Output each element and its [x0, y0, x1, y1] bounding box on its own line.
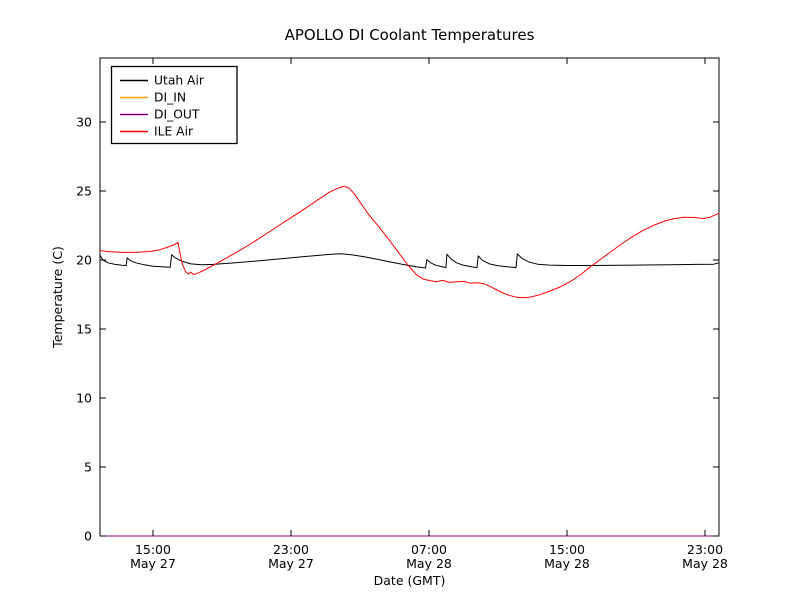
legend-item-label: DI_IN — [154, 91, 186, 105]
legend: Utah Air DI_IN DI_OUT ILE Air — [110, 65, 238, 145]
legend-item-di-out: DI_OUT — [120, 108, 200, 122]
chart-title: APOLLO DI Coolant Temperatures — [285, 26, 535, 44]
series-group — [99, 186, 720, 537]
x-tick-label-date: May 28 — [544, 556, 590, 571]
y-tick-label: 25 — [76, 183, 92, 198]
legend-item-label: ILE Air — [154, 125, 194, 139]
legend-item-label: Utah Air — [154, 74, 205, 88]
x-tick-label-date: May 27 — [268, 556, 314, 571]
x-tick-label-time: 23:00 — [273, 542, 309, 557]
y-tick-label: 10 — [76, 390, 92, 405]
y-tick-label: 20 — [76, 252, 92, 267]
x-tick-label-date: May 28 — [406, 556, 452, 571]
x-axis-label: Date (GMT) — [374, 573, 446, 588]
legend-item-label: DI_OUT — [154, 108, 200, 122]
x-tick-label-date: May 28 — [682, 556, 728, 571]
y-axis-label: Temperature (C) — [50, 246, 65, 349]
y-tick-label: 5 — [84, 459, 92, 474]
y-tick-label: 15 — [76, 321, 92, 336]
x-tick-label-date: May 27 — [130, 556, 176, 571]
legend-item-ile-air: ILE Air — [120, 125, 194, 139]
series-line-ile-air — [99, 186, 720, 299]
y-tick-label: 0 — [84, 528, 92, 543]
x-tick-label-time: 15:00 — [549, 542, 585, 557]
x-tick-label-time: 15:00 — [135, 542, 171, 557]
y-tick-label: 30 — [76, 114, 92, 129]
legend-item-di-in: DI_IN — [120, 91, 186, 105]
legend-box — [110, 65, 238, 145]
x-tick-label-time: 23:00 — [687, 542, 723, 557]
legend-item-utah-air: Utah Air — [120, 74, 205, 88]
x-tick-label-time: 07:00 — [411, 542, 447, 557]
series-line-utah-air — [99, 253, 720, 269]
